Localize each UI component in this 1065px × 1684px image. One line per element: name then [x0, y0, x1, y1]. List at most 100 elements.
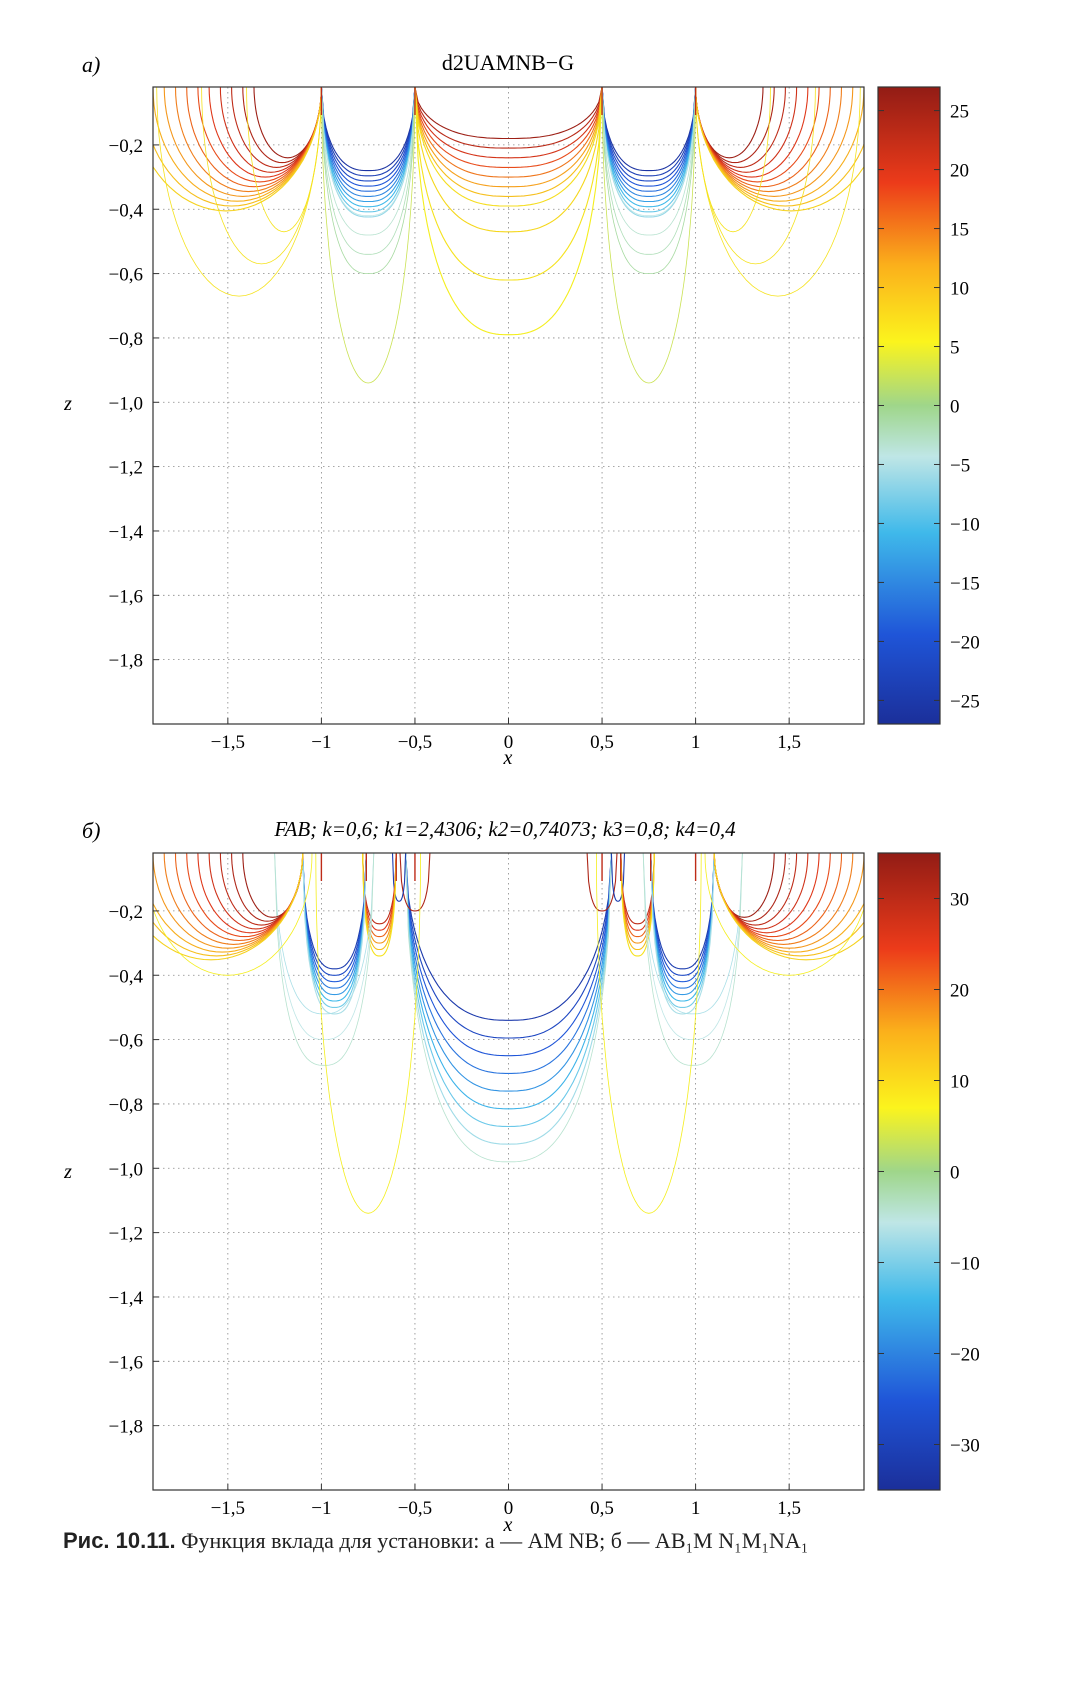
colorbar-tick-label: 20 [950, 161, 969, 182]
y-tick-label: −1,8 [109, 1417, 143, 1438]
contour-line [414, 87, 603, 281]
contour-line [695, 87, 864, 212]
contour-line [231, 87, 322, 168]
x-tick-label: 1,5 [777, 732, 801, 753]
figure-caption: Рис. 10.11. Функция вклада для установки… [63, 1528, 1023, 1554]
x-tick-label: 1,5 [777, 1498, 801, 1519]
contour-line [414, 87, 603, 159]
contour-line [302, 853, 367, 989]
contour-line [650, 853, 715, 1015]
x-tick-label: 1 [691, 1498, 701, 1519]
x-tick-label: −1 [311, 732, 331, 753]
contour-line [650, 853, 715, 976]
contour-line [414, 87, 603, 178]
contour-line [601, 87, 697, 213]
colorbar-tick-label: −25 [950, 691, 980, 712]
contour-line [596, 853, 702, 1214]
contour-line [405, 853, 612, 1163]
contour-line [274, 853, 375, 1040]
contour-line [601, 87, 696, 236]
contour-line [601, 87, 697, 203]
y-tick-label: −1,8 [109, 651, 143, 672]
contour-line [650, 853, 715, 989]
y-tick-label: −0,2 [109, 902, 143, 923]
colorbar [877, 86, 941, 725]
contour-line [601, 87, 696, 274]
colorbar-tick-label: −15 [950, 573, 980, 594]
contour-line [231, 853, 304, 922]
contour-line [414, 87, 603, 197]
x-axis: −1,5 −1 −0,5 0 0,5 1 1,5 [211, 718, 801, 753]
contour-line [601, 87, 697, 177]
y-tick-label: −0,8 [109, 1095, 143, 1116]
colorbar-tick-label: −30 [950, 1436, 980, 1457]
contour-line [156, 87, 322, 297]
contour-line [713, 853, 843, 942]
contour-line [302, 853, 367, 996]
colorbar-tick-label: −20 [950, 632, 980, 653]
y-tick-label: −1,0 [109, 1159, 143, 1180]
colorbar-tick-label: −10 [950, 514, 980, 535]
contour-line [650, 853, 715, 996]
y-tick-label: −1,2 [109, 458, 143, 479]
contour-line [695, 87, 861, 297]
contour-line [695, 87, 864, 207]
x-axis-label: x [503, 1514, 513, 1536]
contour-line [601, 87, 697, 192]
contour-line [219, 853, 304, 926]
contour-line [320, 87, 416, 182]
contour-line [620, 853, 655, 938]
contour-line [320, 87, 416, 172]
contour-line [405, 853, 612, 1057]
contour-line [405, 853, 612, 1110]
x-tick-label: −1,5 [211, 1498, 245, 1519]
contour-line [713, 853, 775, 918]
contour-line [601, 87, 697, 208]
contour-line [405, 853, 612, 1128]
contour-line [695, 87, 809, 178]
contour-line [695, 87, 816, 265]
x-tick-label: 0 [504, 732, 514, 753]
x-tick-label: 0,5 [590, 1498, 614, 1519]
contour-line [601, 87, 696, 255]
y-tick-label: −1,0 [109, 393, 143, 414]
contour-line [650, 853, 715, 1002]
contour-line [321, 87, 416, 384]
x-tick-label: 1 [691, 732, 701, 753]
contour-line [320, 87, 416, 203]
contour-line [201, 87, 322, 265]
contour-line [650, 853, 715, 983]
contour-line [302, 853, 367, 1002]
contour-line [601, 87, 697, 197]
contour-line [414, 87, 603, 149]
x-tick-label: −0,5 [398, 732, 432, 753]
colorbar-tick-label: 5 [950, 338, 960, 359]
contour-line [174, 853, 304, 942]
contour-line [302, 853, 367, 970]
colorbar-tick-label: −20 [950, 1345, 980, 1366]
contour-lines [153, 87, 864, 384]
contour-line [405, 853, 612, 1021]
caption-label: Рис. 10.11. [63, 1528, 176, 1553]
contour-line [414, 87, 603, 168]
contour-lines [153, 853, 864, 1214]
colorbar-tick-label: 30 [950, 890, 969, 911]
y-tick-label: −0,6 [109, 1031, 143, 1052]
contour-line [197, 853, 304, 934]
colorbar-tick-label: 15 [950, 220, 969, 241]
colorbar-tick-label: 20 [950, 981, 969, 1002]
contour-line [321, 87, 416, 236]
contour-line [315, 853, 421, 1214]
contour-line [405, 853, 612, 1145]
colorbar-tick-label: 0 [950, 397, 960, 418]
panel-label: б) [82, 818, 100, 843]
x-tick-label: 0 [504, 1498, 514, 1519]
contour-line [601, 87, 696, 217]
contour-line [362, 853, 397, 931]
colorbar-ticks: 30 20 10 0 −10 −20 −30 [878, 890, 980, 1457]
contour-line [362, 853, 397, 951]
y-tick-label: −0,6 [109, 265, 143, 286]
contour-line [274, 853, 375, 1015]
contour-line [601, 87, 697, 182]
